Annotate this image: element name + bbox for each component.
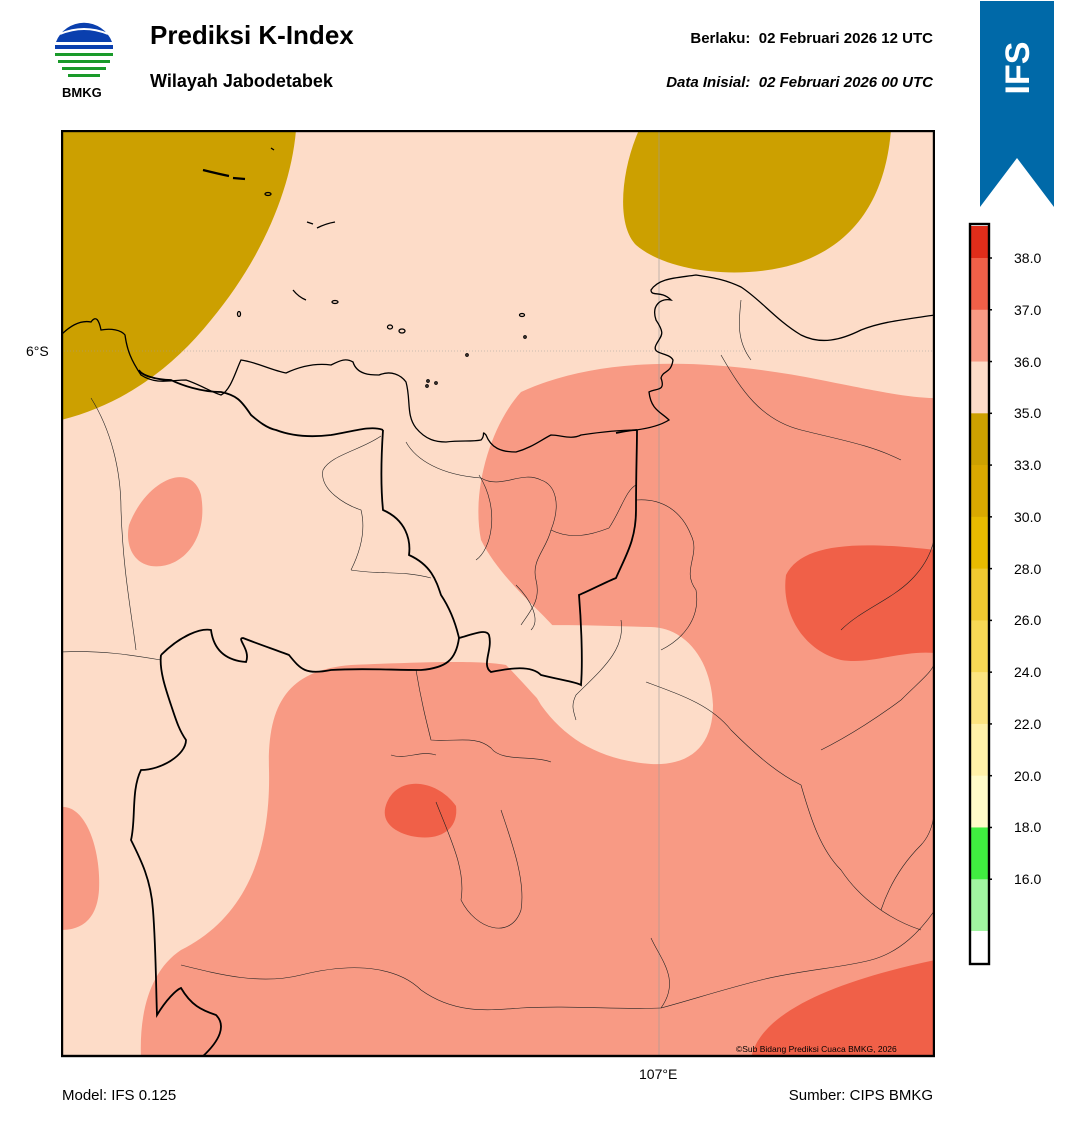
colorbar-tick-label: 35.0 (1014, 405, 1042, 422)
colorbar-segment (970, 413, 989, 466)
source-label: Sumber: CIPS BMKG (788, 1087, 933, 1104)
page-subtitle: Wilayah Jabodetabek (150, 71, 333, 91)
colorbar-segment (970, 258, 989, 311)
ifs-badge-label: IFS (999, 42, 1037, 95)
colorbar-segment (970, 775, 989, 828)
map-credit: ©Sub Bidang Prediksi Cuaca BMKG, 2026 (736, 1044, 897, 1054)
kindex-zone-light-center (517, 625, 713, 765)
colorbar-tick-label: 22.0 (1014, 715, 1042, 732)
colorbar-tick-label: 24.0 (1014, 664, 1042, 681)
colorbar-segment (970, 309, 989, 363)
model-label: Model: IFS 0.125 (62, 1087, 177, 1104)
colorbar-segment (970, 672, 989, 725)
k-index-map (61, 130, 935, 1058)
init-time: Data Inisial: 02 Februari 2026 00 UTC (666, 74, 933, 91)
kindex-zone-red-center (384, 783, 457, 838)
colorbar-segment (970, 465, 989, 518)
kindex-zone-red-se (751, 960, 934, 1056)
kindex-zone-salmon-west (127, 477, 203, 567)
colorbar-tick-label: 36.0 (1014, 353, 1042, 370)
colorbar-segment (970, 723, 989, 777)
colorbar-segment (970, 827, 989, 880)
colorbar-tick-label: 18.0 (1014, 819, 1042, 836)
coastline (62, 274, 934, 453)
colorbar-tick-label: 38.0 (1014, 250, 1042, 266)
valid-time: Berlaku: 02 Februari 2026 12 UTC (690, 30, 933, 47)
colorbar-tick-label: 30.0 (1014, 508, 1042, 525)
colorbar-segment (970, 568, 989, 621)
colorbar-tick-label: 16.0 (1014, 871, 1042, 888)
colorbar-segment (970, 620, 989, 673)
colorbar-tick-label: 37.0 (1014, 301, 1042, 318)
kindex-zone-olive-nw (62, 131, 296, 420)
colorbar-tick-label: 33.0 (1014, 457, 1042, 474)
colorbar (968, 222, 992, 966)
kindex-zone-salmon-sw (62, 807, 100, 930)
colorbar-tick-label: 20.0 (1014, 767, 1042, 784)
colorbar-segment (970, 516, 989, 570)
thousand-islands (202, 147, 527, 388)
province-boundaries (130, 369, 638, 1056)
ifs-badge: IFS (980, 1, 1054, 207)
map-frame (61, 130, 935, 1058)
logo-text: BMKG (62, 85, 102, 100)
colorbar-segment (970, 361, 989, 414)
kindex-zone-salmon-main (140, 363, 934, 1056)
lon-label-107e: 107°E (639, 1066, 678, 1082)
kindex-zone-olive-ne (623, 131, 891, 273)
regency-boundaries (62, 299, 934, 1011)
colorbar-segment (970, 879, 989, 932)
lat-label-6s: 6°S (26, 343, 49, 359)
kindex-zone-red-east (785, 545, 934, 661)
page-title: Prediksi K-Index (150, 20, 354, 50)
colorbar-segment (970, 931, 989, 965)
bmkg-logo (54, 22, 114, 82)
colorbar-tick-label: 26.0 (1014, 612, 1042, 629)
colorbar-segment (970, 226, 989, 259)
colorbar-tick-label: 28.0 (1014, 560, 1042, 577)
